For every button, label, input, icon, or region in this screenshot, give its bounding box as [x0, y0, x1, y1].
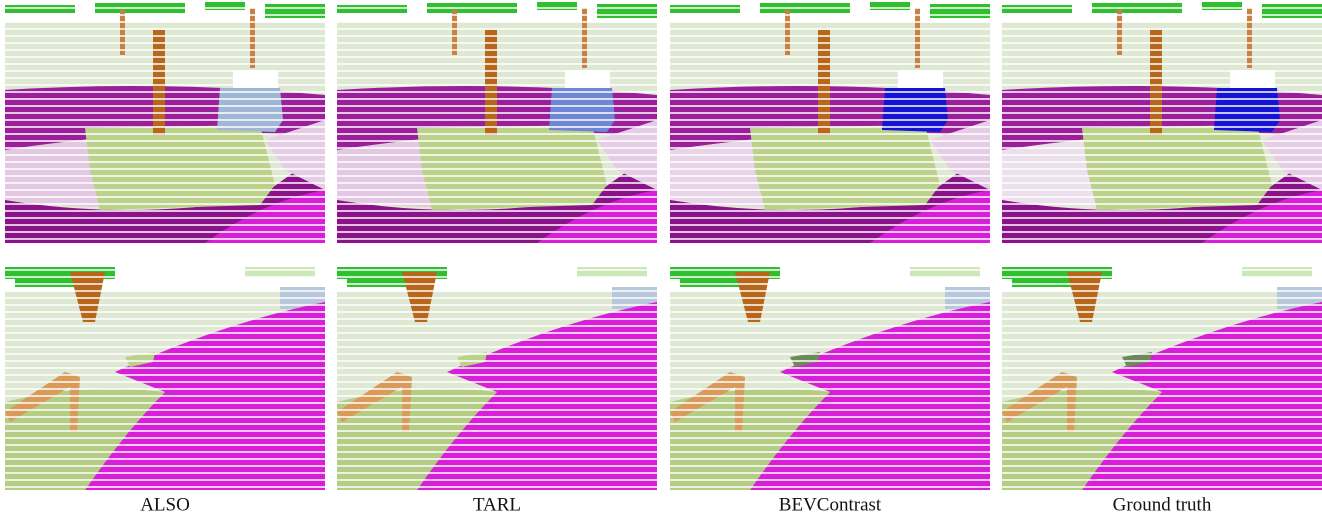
caption: TARL — [473, 494, 521, 515]
caption: BEVContrast — [779, 494, 882, 515]
top-image — [670, 0, 990, 243]
caption: ALSO — [140, 494, 190, 515]
top-image — [5, 0, 325, 243]
caption: Ground truth — [1113, 494, 1212, 515]
bottom-image — [670, 262, 990, 490]
top-image — [1002, 0, 1322, 243]
panels: ALSO TARL BEVContrast Ground truth — [5, 0, 1322, 515]
top-image — [337, 0, 657, 243]
bottom-image — [337, 262, 657, 490]
bottom-image — [1002, 262, 1322, 490]
bottom-image — [5, 262, 325, 490]
